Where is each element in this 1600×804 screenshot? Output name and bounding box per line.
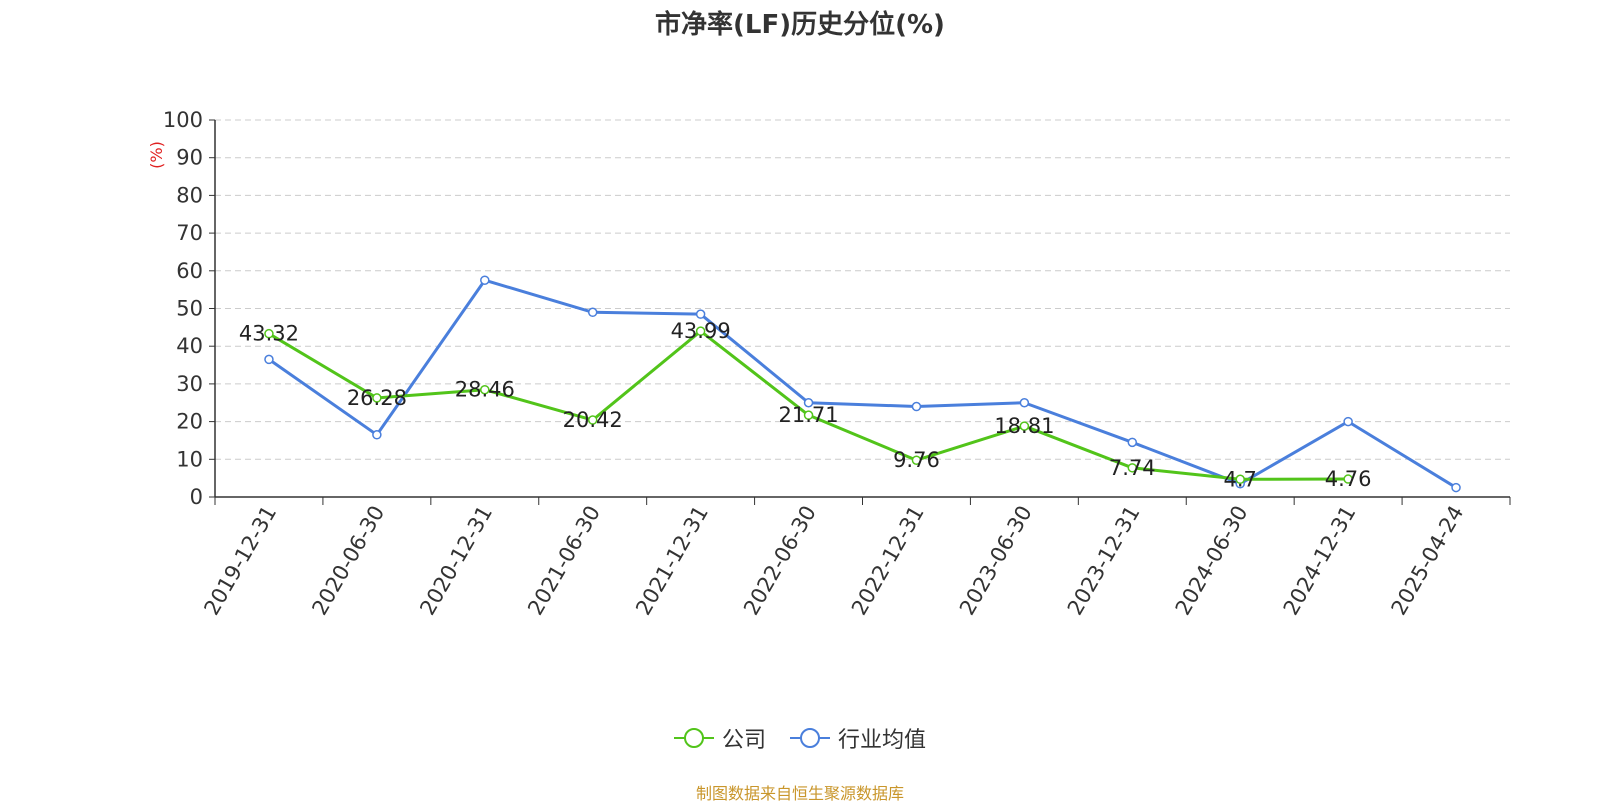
y-tick-label: 50 — [176, 297, 203, 321]
x-tick-label: 2023-12-31 — [1063, 502, 1145, 620]
company-data-point — [1343, 474, 1353, 484]
legend-line-circle-icon — [673, 728, 714, 748]
company-data-point — [372, 393, 382, 403]
grid-layer — [215, 119, 1510, 460]
y-tick-label: 30 — [176, 372, 203, 396]
company-data-label: 7.74 — [1109, 456, 1156, 480]
source-note: 制图数据来自恒生聚源数据库 — [695, 784, 904, 803]
series-layer — [264, 275, 1461, 493]
data-label-layer: 43.32 26.28 28.46 20.42 43.99 21.71 9.76 18.81 7… — [239, 319, 1372, 491]
company-data-point — [587, 415, 598, 425]
y-tick-label: 70 — [176, 221, 203, 245]
x-tick-label: 2021-06-30 — [523, 502, 605, 620]
y-tick-label: 20 — [176, 410, 203, 434]
industry-data-point — [372, 430, 382, 440]
company-data-label: 20.42 — [563, 408, 623, 432]
y-tick-label: 100 — [163, 108, 203, 132]
company-data-label: 4.7 — [1224, 467, 1257, 491]
company-data-point — [695, 326, 706, 336]
industry-data-point — [264, 354, 274, 365]
x-tick-label: 2021-12-31 — [631, 502, 713, 620]
legend-item-company[interactable]: 公司 — [673, 722, 766, 754]
industry-data-point — [587, 307, 598, 318]
chart-svg: 0 10 20 30 40 50 60 70 80 90 100 (%) 2019-12-31 2020-… — [147, 108, 1511, 620]
x-tick-label: 2019-12-31 — [199, 502, 281, 620]
industry-data-point — [911, 401, 922, 412]
company-data-label: 4.76 — [1325, 467, 1372, 491]
industry-data-point — [803, 398, 814, 408]
x-tick-label: 2024-06-30 — [1171, 502, 1253, 620]
industry-data-point — [695, 309, 706, 319]
industry-series-line — [268, 278, 1457, 489]
industry-data-point — [1127, 437, 1138, 448]
y-tick-label: 90 — [176, 146, 203, 170]
legend: 公司 行业均值 — [0, 722, 1600, 754]
industry-data-point — [1451, 482, 1461, 493]
x-tick-label: 2020-12-31 — [415, 502, 497, 620]
company-data-label: 21.71 — [778, 403, 838, 427]
company-data-point — [1235, 474, 1245, 485]
company-data-label: 9.76 — [893, 448, 940, 472]
company-data-label: 18.81 — [994, 414, 1054, 438]
company-data-point — [1127, 463, 1138, 473]
company-data-label: 26.28 — [347, 386, 407, 410]
company-data-point — [1019, 421, 1030, 431]
company-data-point — [803, 410, 814, 420]
legend-line-circle-icon — [790, 728, 830, 748]
industry-data-point — [1019, 398, 1030, 408]
y-tick-label: 40 — [176, 334, 203, 358]
legend-item-industry[interactable]: 行业均值 — [790, 722, 926, 754]
legend-label-industry: 行业均值 — [838, 728, 927, 753]
y-axis-unit-label: (%) — [147, 141, 166, 169]
x-tick-label: 2024-12-31 — [1279, 502, 1361, 620]
company-data-label: 28.46 — [455, 378, 515, 402]
company-data-point — [480, 384, 490, 395]
x-tick-label: 2022-06-30 — [739, 502, 821, 620]
company-data-point — [264, 328, 274, 339]
x-tick-label: 2025-04-24 — [1387, 502, 1469, 620]
legend-label-company: 公司 — [721, 728, 766, 753]
y-tick-label: 80 — [176, 183, 203, 207]
y-tick-label: 60 — [176, 259, 203, 283]
y-tick-label: 10 — [176, 447, 203, 471]
x-tick-label: 2020-06-30 — [307, 502, 389, 620]
x-tick-label: 2023-06-30 — [955, 502, 1037, 620]
company-data-label: 43.99 — [671, 319, 731, 343]
industry-data-point — [1343, 416, 1353, 427]
company-data-point — [911, 455, 922, 465]
x-tick-label: 2022-12-31 — [847, 502, 929, 620]
y-tick-label: 0 — [190, 485, 203, 509]
chart-title: 市净率(LF)历史分位(%) — [655, 10, 945, 40]
industry-data-point — [480, 275, 490, 285]
axis-layer: 0 10 20 30 40 50 60 70 80 90 100 (%) 2019-12-31 2020-… — [147, 108, 1511, 620]
company-data-label: 43.32 — [239, 322, 299, 346]
